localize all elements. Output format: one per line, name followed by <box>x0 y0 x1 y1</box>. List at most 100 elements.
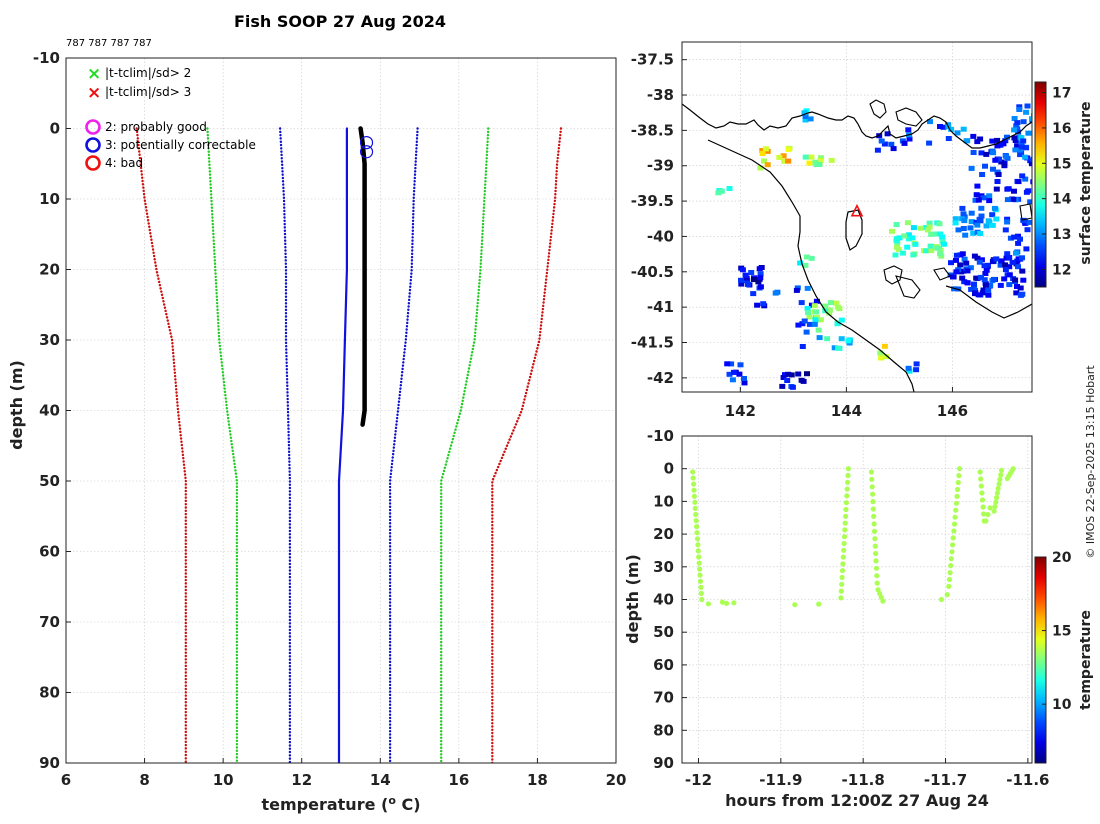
profile-x-tick-label: 20 <box>606 771 627 789</box>
map-sst-cell <box>884 131 891 137</box>
map-sst-cell <box>881 141 888 147</box>
map-sst-cell <box>757 284 764 290</box>
map-sst-cell <box>973 275 980 281</box>
ts-data-point <box>994 490 1001 496</box>
map-sst-cell <box>906 136 913 142</box>
map-sst-cell <box>802 117 809 123</box>
map-sst-cell <box>817 155 824 161</box>
map-sst-cell <box>960 226 967 231</box>
map-sst-cell <box>883 354 890 360</box>
ts-data-point <box>869 484 875 490</box>
legend-cross-marker: × <box>87 83 101 103</box>
map-sst-cell <box>776 154 783 160</box>
figure-title: Fish SOOP 27 Aug 2024 <box>234 12 446 31</box>
map-sst-cell <box>992 157 999 163</box>
ts-data-point <box>944 592 950 598</box>
map-sst-cell <box>802 113 809 119</box>
map-sst-cell <box>923 248 930 254</box>
map-sst-cell <box>924 227 931 233</box>
map-sst-cell <box>938 253 945 259</box>
ts-data-point <box>845 479 851 485</box>
map-y-ticks: -37.5 -38 -38.5 -39 -39.5 -40 -40.5 -41 -41.5 -42 <box>631 51 687 387</box>
ts-data-point <box>692 499 698 505</box>
map-y-tick-label: -40.5 <box>631 263 674 281</box>
map-sst-cell <box>1001 276 1008 282</box>
map-sst-cell <box>785 371 792 377</box>
ts-y-tick-label: -10 <box>647 427 674 445</box>
map-sst-cell <box>986 193 993 199</box>
map-sst-cell <box>798 377 805 383</box>
map-sst-cell <box>964 138 971 144</box>
map-sst-cell <box>878 138 885 144</box>
map-sst-cell <box>795 322 802 328</box>
profile-plot-area <box>66 58 616 763</box>
map-sst-cell <box>1022 220 1029 226</box>
map-sst-cell <box>1030 156 1032 162</box>
ts-y-tick-label: 70 <box>653 689 674 707</box>
map-sst-cell <box>1002 262 1009 268</box>
map-sst-cell <box>994 137 1001 143</box>
map-sst-cell <box>759 151 766 156</box>
ts-y-tick-label: 50 <box>653 623 674 641</box>
map-sst-cell <box>828 157 835 163</box>
map-sst-cell <box>1012 147 1019 153</box>
map-sst-cell <box>934 245 941 251</box>
map-y-tick-label: -42 <box>647 369 674 387</box>
ts-data-point <box>938 596 945 603</box>
profile-x-tick-label: 16 <box>448 771 469 789</box>
profile-line-clim-2sd <box>440 127 490 763</box>
map-sst-cell <box>977 231 984 236</box>
ts-data-point <box>840 561 846 567</box>
map-sst-cell <box>748 270 755 275</box>
map-sst-cell <box>874 147 881 153</box>
ts-data-point <box>693 518 699 524</box>
map-sst-cell <box>833 300 840 306</box>
map-sst-cell <box>976 216 983 222</box>
map-sst-cell <box>1023 109 1030 115</box>
profile-y-tick-label: 30 <box>39 331 60 349</box>
map-sst-cell <box>893 236 900 242</box>
ts-data-point <box>694 524 700 530</box>
three-hummock-island <box>933 267 951 281</box>
map-sst-cell <box>736 371 743 377</box>
ts-data-point <box>870 491 876 497</box>
map-sst-cell <box>816 162 823 167</box>
map-sst-cell <box>1013 123 1020 129</box>
map-sst-cell <box>964 268 971 274</box>
ts-data-point <box>692 505 698 511</box>
map-sst-cell <box>1018 135 1025 141</box>
ts-x-ticks: -12 -11.9 -11.8 -11.7 -11.6 <box>685 758 1050 789</box>
map-sst-cell <box>976 259 983 265</box>
map-sst-cell <box>1019 268 1026 274</box>
map-sst-cell <box>1022 154 1029 160</box>
map-sst-cell <box>993 216 1000 222</box>
map-sst-cell <box>788 372 795 378</box>
map-sst-cell <box>785 158 792 164</box>
map-sst-cell <box>979 290 986 296</box>
map-sst-cell <box>1015 264 1021 270</box>
map-sst-cell <box>905 127 912 133</box>
ts-data-point <box>998 467 1005 473</box>
ts-data-point <box>977 469 983 475</box>
map-sst-cell <box>1013 261 1020 267</box>
profile-x-tick-label: 6 <box>61 771 71 789</box>
ts-data-point <box>693 511 699 518</box>
legend-entry-label: 4: bad <box>105 156 143 170</box>
map-sst-cell <box>1020 138 1027 144</box>
map-sst-cell <box>784 378 791 383</box>
ts-x-tick-label: -11.7 <box>924 771 967 789</box>
map-sst-cell <box>945 136 952 141</box>
map-sst-cell <box>906 368 913 374</box>
map-sst-cell <box>881 343 888 349</box>
map-sst-cell <box>827 300 834 306</box>
map-sst-cell <box>972 197 979 203</box>
map-sst-cell <box>994 179 1001 184</box>
map-sst-cell <box>973 192 980 198</box>
profile-y-tick-label: 80 <box>39 684 60 702</box>
map-sst-cell <box>806 314 813 320</box>
map-colorbar-tick-label: 17 <box>1052 86 1071 102</box>
map-sst-cell <box>984 262 991 268</box>
map-sst-cell <box>764 162 771 168</box>
ts-data-point <box>955 479 961 486</box>
